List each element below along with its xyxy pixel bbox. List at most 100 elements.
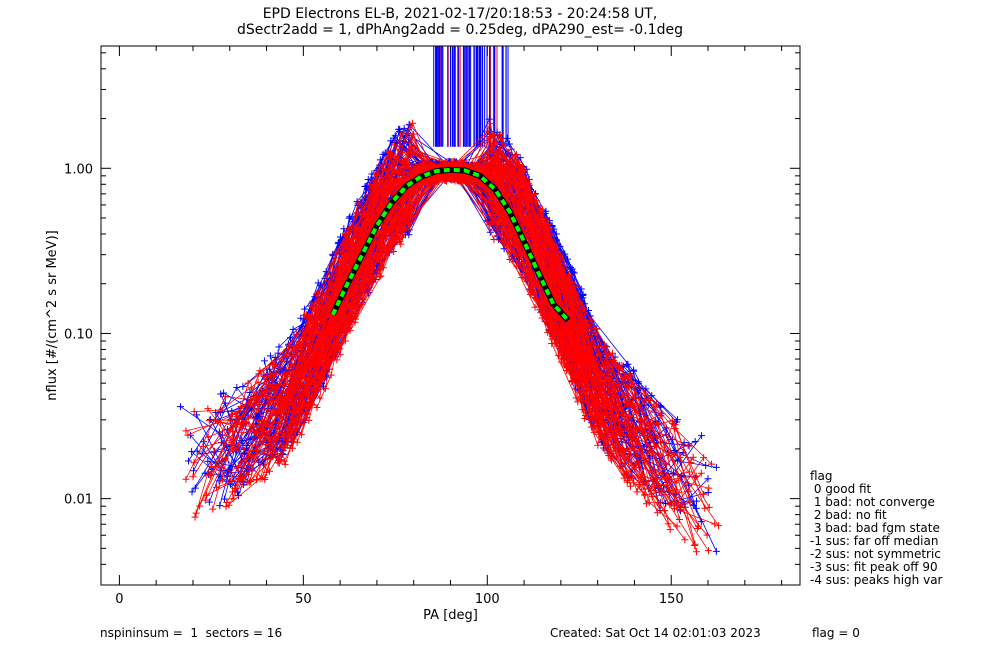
- data-point: [310, 330, 318, 338]
- footer-spin-info: nspininsum = 1 sectors = 16: [100, 626, 283, 640]
- data-point: [244, 379, 252, 387]
- data-point: [209, 505, 217, 513]
- data-point: [637, 444, 645, 452]
- data-point: [234, 441, 242, 449]
- data-point: [204, 405, 212, 413]
- data-point: [708, 460, 716, 468]
- data-point: [656, 452, 664, 460]
- legend-item: -3 sus: fit peak off 90: [810, 560, 938, 574]
- data-point: [518, 167, 526, 175]
- data-point: [527, 288, 535, 296]
- data-point: [317, 369, 325, 377]
- data-point: [662, 460, 670, 468]
- data-point: [362, 182, 370, 190]
- data-point: [182, 475, 190, 483]
- data-point: [355, 224, 363, 232]
- data-point: [681, 536, 689, 544]
- data-point: [253, 447, 260, 455]
- data-point: [704, 547, 712, 555]
- data-point: [601, 342, 609, 350]
- data-point: [293, 438, 301, 446]
- data-point: [506, 255, 514, 263]
- axes: 0 50 100 150 0.01 0.10 1.00 PA [deg] nflux [#/(c…: [45, 46, 800, 623]
- data-point: [370, 183, 378, 191]
- data-point: [561, 346, 569, 354]
- data-point: [582, 372, 590, 380]
- data-point: [396, 142, 404, 150]
- data-point: [190, 459, 198, 467]
- data-point: [705, 484, 713, 492]
- data-point: [237, 423, 245, 431]
- data-point: [654, 499, 662, 507]
- data-point: [391, 160, 399, 168]
- data-point: [715, 522, 723, 530]
- data-point: [336, 233, 344, 241]
- data-point: [188, 448, 196, 456]
- legend-item: -1 sus: far off median: [810, 534, 939, 548]
- data-point: [414, 163, 422, 171]
- data-point: [513, 262, 521, 270]
- data-point: [507, 145, 515, 153]
- data-point: [584, 321, 592, 329]
- data-point: [646, 396, 654, 404]
- data-point: [493, 232, 501, 240]
- data-point: [607, 450, 615, 458]
- data-point: [243, 442, 251, 450]
- data-point: [305, 416, 313, 424]
- data-point: [266, 352, 274, 360]
- data-point: [285, 345, 293, 353]
- data-point: [518, 274, 526, 282]
- data-point: [497, 135, 505, 143]
- data-point: [333, 356, 341, 364]
- data-point: [595, 413, 603, 421]
- data-point: [390, 247, 398, 255]
- data-point: [406, 121, 414, 129]
- y-tick-label: 0.10: [64, 327, 93, 342]
- data-point: [569, 297, 577, 305]
- data-point: [531, 303, 539, 311]
- data-point: [558, 347, 566, 355]
- data-point: [657, 409, 665, 417]
- data-point: [553, 296, 561, 304]
- data-point: [666, 526, 674, 534]
- data-point: [662, 481, 670, 489]
- data-point: [273, 406, 281, 414]
- data-point: [321, 385, 329, 393]
- data-point: [643, 458, 651, 466]
- data-point: [596, 423, 604, 431]
- data-point: [642, 500, 650, 508]
- data-point: [409, 213, 417, 221]
- data-point: [555, 351, 563, 359]
- data-point: [675, 516, 683, 524]
- data-point: [496, 131, 504, 139]
- data-point: [562, 352, 570, 360]
- data-point: [654, 483, 662, 491]
- data-layer: [177, 46, 723, 556]
- data-point: [334, 315, 342, 323]
- data-point: [217, 406, 225, 414]
- data-point: [233, 383, 241, 391]
- fit-curve-outline: [330, 166, 571, 323]
- data-point: [373, 238, 381, 246]
- data-point: [297, 342, 305, 350]
- data-point: [518, 221, 526, 229]
- data-point: [205, 498, 213, 506]
- data-point: [308, 300, 316, 308]
- data-point: [624, 476, 632, 484]
- data-point: [182, 427, 190, 435]
- legend-item: 0 good fit: [810, 482, 872, 496]
- data-point: [613, 452, 621, 460]
- data-point: [442, 177, 450, 185]
- data-point: [691, 437, 699, 445]
- data-point: [304, 374, 312, 382]
- data-point: [580, 342, 588, 350]
- data-point: [695, 522, 703, 530]
- data-point: [517, 251, 525, 259]
- data-point: [601, 397, 609, 405]
- data-point: [239, 480, 247, 488]
- chart-subtitle: dSectr2add = 1, dPhAng2add = 0.25deg, dP…: [237, 22, 683, 38]
- data-point: [486, 228, 494, 236]
- footer-created: Created: Sat Oct 14 02:01:03 2023: [550, 626, 761, 640]
- data-point: [510, 241, 518, 249]
- data-point: [535, 228, 543, 236]
